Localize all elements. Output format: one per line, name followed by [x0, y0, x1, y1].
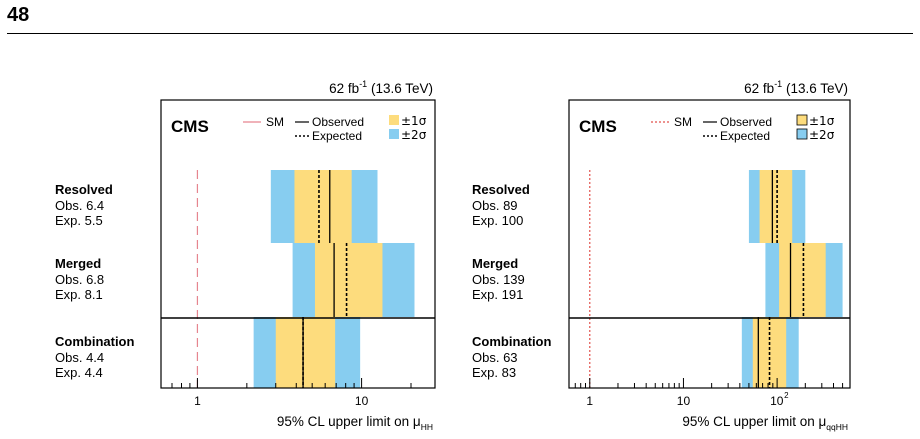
category-observed-value: Obs. 89 [472, 198, 518, 213]
legend-1sigma-label: ±1σ [401, 114, 427, 128]
legend-sm-label: SM [674, 115, 692, 129]
category-name: Resolved [472, 182, 530, 197]
legend-2sigma-swatch [796, 128, 808, 140]
legend-observed-label: Observed [312, 115, 364, 129]
category-observed-value: Obs. 6.4 [55, 198, 104, 213]
legend-expected-label: Expected [720, 129, 770, 143]
category-expected-value: Exp. 4.4 [55, 365, 103, 380]
legend-2sigma-swatch [389, 129, 399, 139]
luminosity-label: 62 fb-1 (13.6 TeV) [329, 79, 433, 96]
luminosity-label: 62 fb-1 (13.6 TeV) [744, 79, 848, 96]
x-tick-label-exponent: 2 [784, 391, 789, 400]
category-name: Resolved [55, 182, 113, 197]
band-1sigma [275, 317, 336, 388]
band-1sigma [759, 170, 793, 243]
category-name: Merged [55, 256, 101, 271]
category-name: Combination [472, 334, 551, 349]
x-tick-label: 10 [677, 394, 691, 408]
page-number: 48 [7, 4, 30, 26]
category-name: Merged [472, 256, 518, 271]
legend-1sigma-label: ±1σ [809, 114, 835, 128]
category-expected-value: Exp. 5.5 [55, 213, 103, 228]
legend-2sigma-label: ±2σ [809, 128, 835, 142]
legend-2sigma-label: ±2σ [401, 128, 427, 142]
category-expected-value: Exp. 100 [472, 213, 523, 228]
plot-frame [568, 99, 851, 389]
band-1sigma [294, 170, 352, 243]
category-expected-value: Exp. 83 [472, 365, 516, 380]
category-expected-value: Exp. 191 [472, 287, 523, 302]
x-tick-label: 1 [586, 394, 593, 408]
plot-frame [160, 99, 436, 389]
x-tick-label: 1 [194, 394, 201, 408]
x-tick-label: 10 [355, 394, 369, 408]
legend-observed-label: Observed [720, 115, 772, 129]
experiment-label: CMS [579, 117, 617, 136]
x-tick-label: 10 [770, 394, 784, 408]
band-1sigma [779, 243, 826, 317]
legend-expected-label: Expected [312, 129, 362, 143]
category-observed-value: Obs. 63 [472, 350, 518, 365]
panel-mu-hh: 1 10 95% CL upper limit on μHH 62 fb-1 (13.… [55, 79, 436, 432]
legend-1sigma-swatch [389, 115, 399, 125]
category-observed-value: Obs. 4.4 [55, 350, 104, 365]
experiment-label: CMS [171, 117, 209, 136]
legend-sm-label: SM [266, 115, 284, 129]
x-axis-label: 95% CL upper limit on μHH [277, 414, 433, 432]
category-name: Combination [55, 334, 134, 349]
page-header-rule [7, 33, 913, 34]
category-expected-value: Exp. 8.1 [55, 287, 103, 302]
category-observed-value: Obs. 139 [472, 272, 525, 287]
band-1sigma [314, 243, 383, 317]
legend-1sigma-swatch [796, 114, 808, 126]
x-axis-label: 95% CL upper limit on μqqHH [682, 414, 848, 432]
category-observed-value: Obs. 6.8 [55, 272, 104, 287]
